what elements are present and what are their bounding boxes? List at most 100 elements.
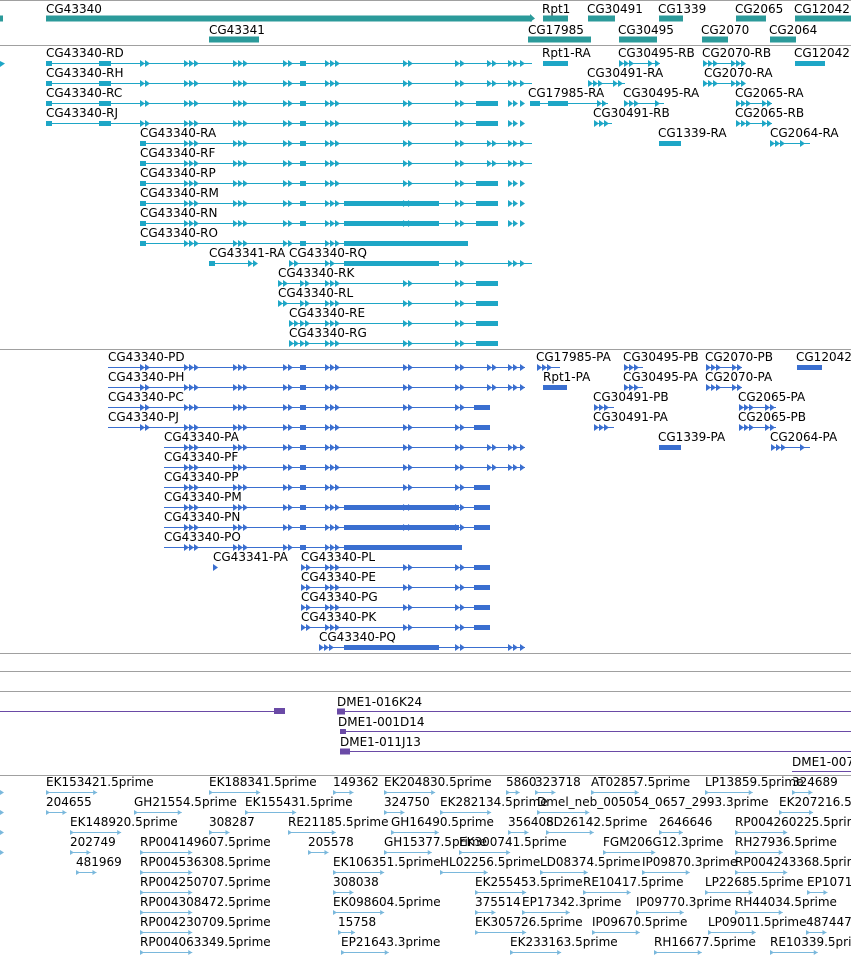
exon-arrow: [243, 404, 248, 411]
exon-block: [474, 485, 490, 490]
exon-arrow: [194, 384, 199, 391]
exon-arrow: [283, 60, 288, 67]
exon-arrow: [460, 504, 465, 511]
exon-arrow: [460, 424, 465, 431]
exon-arrow: [325, 160, 330, 167]
mrna-label: Rpt1-RA: [542, 46, 591, 60]
est-label: RP004230709.5prime: [140, 915, 271, 929]
exon-arrow: [460, 280, 465, 287]
est-arrow: [748, 790, 753, 795]
exon-arrow: [513, 260, 518, 267]
exon-arrow: [0, 61, 5, 67]
est-arrow: [642, 870, 646, 875]
exon-arrow: [184, 160, 189, 167]
exon-arrow: [513, 364, 518, 371]
exon-arrow: [403, 60, 408, 67]
exon-arrow: [145, 100, 150, 107]
exon-arrow: [233, 200, 238, 207]
exon-arrow: [513, 120, 518, 127]
exon-arrow: [189, 160, 194, 167]
exon-arrow: [460, 524, 465, 531]
exon-arrow: [613, 80, 618, 87]
exon-arrow: [238, 364, 243, 371]
exon-arrow: [711, 384, 716, 391]
est-label: Dmel_neb_005054_0657_2993.3prime: [537, 795, 769, 809]
exon-arrow: [189, 444, 194, 451]
est-arrow: [770, 950, 774, 955]
exon-arrow: [238, 484, 243, 491]
exon-arrow: [325, 424, 330, 431]
exon-arrow: [460, 220, 465, 227]
est-arrow: [475, 930, 479, 935]
exon-arrow: [140, 404, 145, 411]
exon-arrow: [403, 140, 408, 147]
exon-arrow: [238, 464, 243, 471]
exon-arrow: [330, 300, 335, 307]
exon-arrow: [770, 424, 775, 431]
exon-block: [300, 61, 306, 66]
est-arrow: [384, 810, 388, 815]
exon-arrow: [145, 404, 150, 411]
exon-arrow: [408, 100, 413, 107]
exon-arrow: [238, 504, 243, 511]
est-label: LP09011.5prime: [708, 915, 807, 929]
exon-arrow: [588, 80, 593, 87]
exon-arrow: [508, 60, 513, 67]
protein-label: CG43340-PG: [301, 590, 378, 604]
est-label: RP004243368.5prime: [735, 855, 851, 869]
exon-arrow: [487, 364, 492, 371]
exon-arrow: [460, 320, 465, 327]
exon-arrow: [243, 444, 248, 451]
est-label: RH27936.5prime: [735, 835, 837, 849]
exon-arrow: [288, 180, 293, 187]
est-label: 205578: [308, 835, 354, 849]
exon-arrow: [455, 80, 460, 87]
exon-arrow: [460, 384, 465, 391]
exon-arrow: [325, 564, 330, 571]
clone-label: DME1-007: [792, 755, 851, 769]
exon-arrow: [189, 544, 194, 551]
est-label: 375514: [475, 895, 521, 909]
exon-arrow: [492, 364, 497, 371]
exon-arrow: [184, 504, 189, 511]
est-label: 202749: [70, 835, 116, 849]
protein-label: CG43340-PD: [108, 350, 185, 364]
est-arrow: [62, 810, 67, 815]
exon-arrow: [243, 160, 248, 167]
exon-arrow: [604, 424, 609, 431]
exon-arrow: [233, 404, 238, 411]
exon-arrow: [737, 384, 742, 391]
exon-block: [99, 61, 111, 66]
exon-arrow: [634, 100, 639, 107]
exon-arrow: [335, 584, 340, 591]
exon-arrow: [243, 384, 248, 391]
exon-arrow: [330, 424, 335, 431]
est-arrow: [510, 950, 514, 955]
exon-arrow: [330, 280, 335, 287]
exon-arrow: [288, 464, 293, 471]
est-arrow: [475, 910, 479, 915]
mrna-label: CG2064-RA: [770, 126, 839, 140]
est-label: 324689: [792, 775, 838, 789]
exon-arrow: [248, 260, 253, 267]
exon-arrow: [288, 444, 293, 451]
exon-arrow: [460, 644, 465, 651]
exon-arrow: [233, 364, 238, 371]
exon-arrow: [624, 100, 629, 107]
exon-arrow: [184, 200, 189, 207]
exon-block: [99, 81, 111, 86]
exon-arrow: [330, 220, 335, 227]
mrna-label: CG43340-RE: [289, 306, 365, 320]
est-arrow: [524, 830, 529, 835]
exon-arrow: [408, 464, 413, 471]
est-arrow: [557, 950, 562, 955]
exon-arrow: [542, 364, 547, 371]
gene-label: CG1339: [658, 2, 706, 16]
mrna-label: CG43340-RM: [140, 186, 219, 200]
exon-arrow: [324, 644, 329, 651]
exon-arrow: [301, 624, 306, 631]
protein-label: CG30495-PA: [623, 370, 699, 384]
exon-arrow: [594, 424, 599, 431]
exon-arrow: [741, 60, 746, 67]
exon-arrow: [184, 444, 189, 451]
